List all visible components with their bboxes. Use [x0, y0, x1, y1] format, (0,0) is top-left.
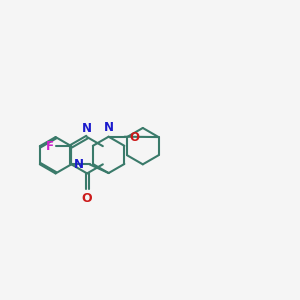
Text: N: N: [103, 121, 114, 134]
Text: O: O: [82, 192, 92, 206]
Text: F: F: [45, 140, 53, 153]
Text: O: O: [130, 130, 140, 144]
Text: N: N: [74, 158, 84, 171]
Text: N: N: [82, 122, 92, 135]
